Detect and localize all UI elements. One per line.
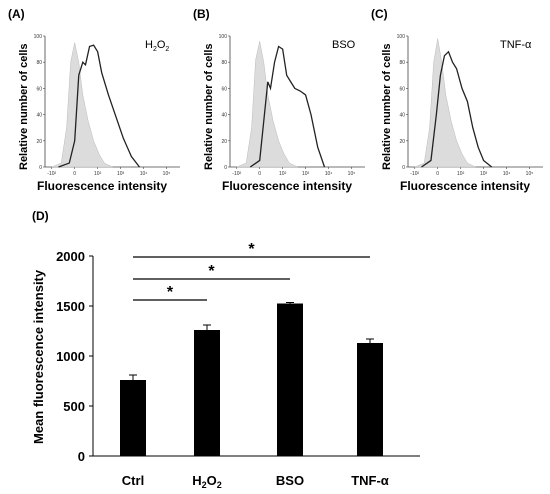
treated-histogram (58, 44, 141, 168)
x-axis-label: Fluorescence intensity (222, 179, 352, 193)
histogram-panel-a: (A) Relative number of cells Fluorescenc… (8, 7, 180, 193)
y-tick-label: 20 (399, 139, 405, 145)
x-tick-label: -10² (47, 171, 56, 177)
y-tick-label: 40 (399, 113, 405, 119)
y-tick-label: 40 (221, 113, 227, 119)
y-tick-label: 500 (63, 399, 85, 414)
y-tick-label: 20 (36, 139, 42, 145)
x-tick-label: 10³ (117, 171, 125, 177)
control-histogram (414, 38, 476, 168)
significance-star: * (208, 263, 215, 280)
histogram-panel-b: (B) Relative number of cells Fluorescenc… (193, 7, 365, 193)
bar (120, 380, 146, 456)
x-ticks: -10² 0 10² 10³ 10⁴ 10⁵ (410, 167, 533, 177)
y-tick-label: 0 (224, 165, 227, 171)
x-tick-label: 10⁵ (163, 171, 171, 177)
x-tick-label: 0 (73, 171, 76, 177)
x-tick-label: 10⁵ (526, 171, 534, 177)
y-ticks: 0 500 1000 1500 2000 (56, 249, 93, 464)
x-tick-label: 10⁵ (348, 171, 356, 177)
bar (194, 330, 220, 456)
legend-label: BSO (332, 39, 356, 51)
y-tick-label: 0 (402, 165, 405, 171)
bar-chart-panel-d: (D) Mean fluorescence intensity 0 500 1000… (31, 209, 420, 490)
y-axis-label: Relative number of cells (203, 43, 215, 170)
y-tick-label: 1500 (56, 299, 85, 314)
x-tick-label: 0 (258, 171, 261, 177)
histogram-panel-c: (C) Relative number of cells Fluorescenc… (371, 7, 543, 193)
x-ticks: -10² 0 10² 10³ 10⁴ 10⁵ (232, 167, 355, 177)
treated-histogram (421, 50, 493, 168)
x-tick-label: 0 (436, 171, 439, 177)
y-tick-label: 60 (221, 86, 227, 92)
panel-label: (B) (193, 7, 210, 21)
significance-brackets: * * * (133, 241, 370, 301)
x-tick-label: 10³ (480, 171, 488, 177)
legend-label: TNF-α (500, 39, 532, 51)
bar (357, 343, 383, 456)
x-tick-label: -10² (232, 171, 241, 177)
category-label: BSO (276, 473, 304, 488)
x-tick-label: 10² (94, 171, 102, 177)
y-tick-label: 0 (39, 165, 42, 171)
panel-label: (D) (32, 209, 49, 223)
x-tick-label: 10² (279, 171, 287, 177)
y-axis-label: Relative number of cells (381, 43, 393, 170)
category-labels: Ctrl H2O2 BSO TNF-α (122, 473, 389, 490)
x-axis-label: Fluorescence intensity (37, 179, 167, 193)
y-tick-label: 100 (219, 34, 228, 40)
y-tick-label: 60 (399, 86, 405, 92)
panel-label: (A) (8, 7, 25, 21)
x-axis-label: Fluorescence intensity (400, 179, 530, 193)
y-tick-label: 1000 (56, 349, 85, 364)
y-tick-label: 100 (397, 34, 406, 40)
bars (120, 303, 383, 456)
category-label: TNF-α (351, 473, 389, 488)
y-tick-label: 80 (36, 60, 42, 66)
significance-star: * (248, 241, 255, 258)
x-tick-label: 10⁴ (503, 171, 511, 177)
x-ticks: -10² 0 10² 10³ 10⁴ 10⁵ (47, 167, 170, 177)
error-bars (129, 302, 374, 380)
y-tick-label: 20 (221, 139, 227, 145)
x-tick-label: 10⁴ (140, 171, 148, 177)
legend-label: H2O2 (145, 39, 169, 53)
y-tick-label: 100 (34, 34, 43, 40)
y-ticks: 0 20 40 60 80 100 (397, 34, 408, 171)
y-tick-label: 2000 (56, 249, 85, 264)
y-tick-label: 80 (221, 60, 227, 66)
control-histogram (236, 41, 298, 168)
y-tick-label: 0 (78, 449, 85, 464)
y-ticks: 0 20 40 60 80 100 (34, 34, 45, 171)
category-label: H2O2 (192, 473, 222, 490)
bar (277, 303, 303, 456)
x-tick-label: -10² (410, 171, 419, 177)
y-axis-label: Relative number of cells (18, 43, 30, 170)
category-label: Ctrl (122, 473, 144, 488)
y-axis-label: Mean fluorescence intensity (31, 269, 46, 444)
y-tick-label: 60 (36, 86, 42, 92)
y-tick-label: 80 (399, 60, 405, 66)
y-ticks: 0 20 40 60 80 100 (219, 34, 230, 171)
treated-histogram (249, 45, 326, 168)
x-tick-label: 10³ (302, 171, 310, 177)
x-tick-label: 10⁴ (325, 171, 333, 177)
y-tick-label: 40 (36, 113, 42, 119)
control-histogram (51, 42, 113, 168)
panel-label: (C) (371, 7, 388, 21)
significance-star: * (167, 284, 174, 301)
x-tick-label: 10² (457, 171, 465, 177)
